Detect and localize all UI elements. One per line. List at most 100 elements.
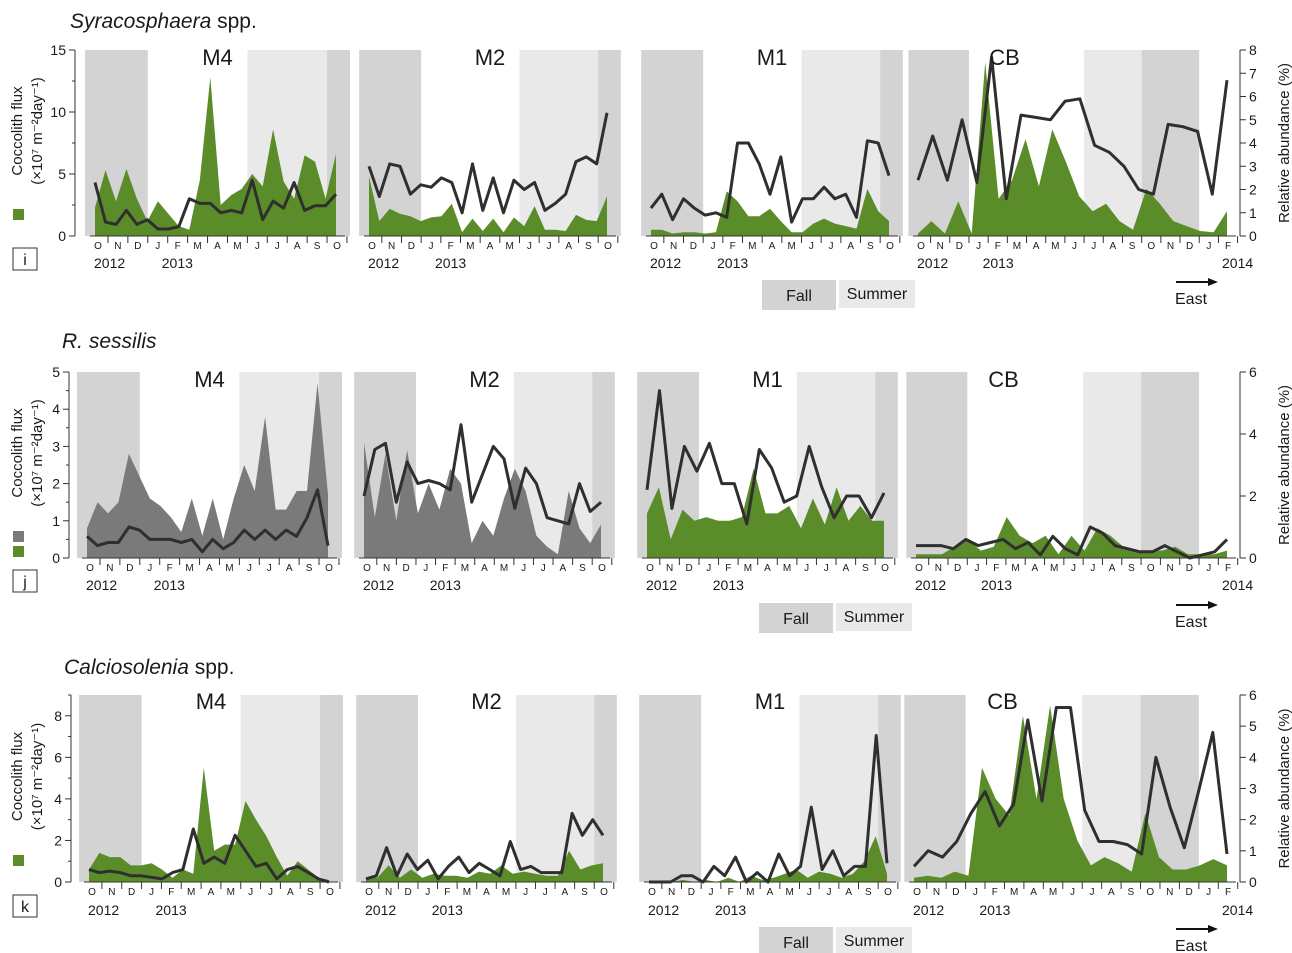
east-label: East	[1175, 938, 1208, 953]
site-label: M4	[202, 45, 233, 70]
right-tick-label: 6	[1249, 89, 1257, 105]
month-label: M	[466, 241, 474, 252]
left-tick-label: 0	[58, 228, 66, 244]
legend-fall-label: Fall	[783, 935, 809, 952]
legend-fall-swatch	[762, 280, 836, 310]
month-label: M	[225, 563, 233, 574]
right-tick-label: 8	[1249, 42, 1257, 58]
relative-abundance-line	[88, 827, 330, 884]
month-label: M	[1049, 887, 1057, 898]
flux-area	[649, 836, 887, 882]
month-label: N	[666, 563, 673, 574]
month-label: F	[175, 241, 181, 252]
month-label: J	[255, 241, 260, 252]
right-tick-label: 0	[1249, 550, 1257, 566]
month-label: F	[992, 887, 998, 898]
year-label-2014: 2014	[1222, 577, 1253, 593]
month-label: F	[168, 887, 174, 898]
right-tick-label: 3	[1249, 158, 1257, 174]
month-label: J	[1072, 241, 1077, 252]
legend-fall-swatch	[759, 927, 833, 953]
legend-summer-label: Summer	[844, 933, 905, 950]
summer-shade	[515, 695, 595, 882]
month-label: A	[559, 563, 566, 574]
month-label: J	[1090, 563, 1095, 574]
month-label: A	[208, 887, 215, 898]
month-label: A	[565, 241, 572, 252]
month-label: F	[167, 563, 173, 574]
flux-swatch	[13, 209, 24, 220]
fall-shade	[79, 695, 142, 882]
flux-area	[914, 705, 1227, 882]
month-label: N	[1166, 563, 1173, 574]
month-label: F	[1225, 887, 1231, 898]
left-tick-label: 8	[54, 708, 62, 724]
legend-fall-swatch	[759, 603, 833, 633]
year-label-2012: 2012	[913, 902, 944, 918]
year-label-2013: 2013	[717, 255, 748, 271]
month-label: N	[670, 241, 677, 252]
month-label: J	[1089, 887, 1094, 898]
month-label: D	[688, 887, 695, 898]
month-label: F	[725, 563, 731, 574]
right-tick-label: 5	[1249, 718, 1257, 734]
month-label: A	[847, 241, 854, 252]
left-tick-label: 2	[52, 476, 60, 492]
month-label: S	[307, 887, 314, 898]
month-label: M	[744, 563, 752, 574]
month-label: J	[541, 563, 546, 574]
year-label-2012: 2012	[365, 902, 396, 918]
month-label: A	[206, 563, 213, 574]
title-italic-part: R. sessilis	[62, 330, 157, 353]
month-label: O	[598, 563, 606, 574]
site-label: M1	[757, 45, 788, 70]
month-label: S	[1128, 563, 1135, 574]
month-label: M	[783, 563, 791, 574]
year-label-2012: 2012	[915, 577, 946, 593]
panel-label-box	[12, 569, 38, 593]
month-label: A	[767, 887, 774, 898]
month-label: D	[1186, 563, 1193, 574]
chart-title: R. sessilis	[62, 330, 157, 353]
site-label: M4	[196, 689, 227, 714]
month-label: S	[581, 887, 588, 898]
east-arrow-head	[1208, 925, 1218, 933]
relative-abundance-line	[912, 706, 1229, 868]
fall-shade	[1141, 372, 1200, 558]
year-label-2013: 2013	[979, 902, 1010, 918]
month-label: A	[294, 241, 301, 252]
month-label: S	[314, 241, 321, 252]
panel-m4: O N D J F M A M J J A S O 2012 2013 M4	[77, 367, 342, 593]
flux-area	[647, 468, 884, 558]
month-label: J	[709, 887, 714, 898]
year-label-2012: 2012	[648, 902, 679, 918]
right-tick-label: 0	[1249, 874, 1257, 890]
month-label: N	[108, 887, 115, 898]
month-label: F	[995, 241, 1001, 252]
year-label-2013: 2013	[432, 902, 463, 918]
month-label: J	[973, 887, 978, 898]
month-label: J	[527, 241, 532, 252]
month-label: D	[134, 241, 141, 252]
year-label-2013: 2013	[154, 577, 185, 593]
year-label-2014: 2014	[1222, 255, 1253, 271]
panel-label: i	[23, 252, 27, 269]
left-tick-label: 6	[54, 749, 62, 765]
right-tick-label: 4	[1249, 749, 1257, 765]
month-label: A	[842, 563, 849, 574]
month-label: N	[937, 241, 944, 252]
left-tick-label: 10	[50, 104, 66, 120]
site-label: CB	[989, 45, 1020, 70]
month-label: J	[1070, 887, 1075, 898]
legend-summer-swatch	[839, 280, 915, 308]
month-label: J	[829, 241, 834, 252]
month-label: A	[483, 887, 490, 898]
right-tick-label: 0	[1249, 228, 1257, 244]
fall-shade	[594, 695, 617, 882]
month-label: O	[94, 241, 102, 252]
month-label: O	[886, 241, 894, 252]
title-italic-part: Syracosphaera	[70, 10, 211, 33]
